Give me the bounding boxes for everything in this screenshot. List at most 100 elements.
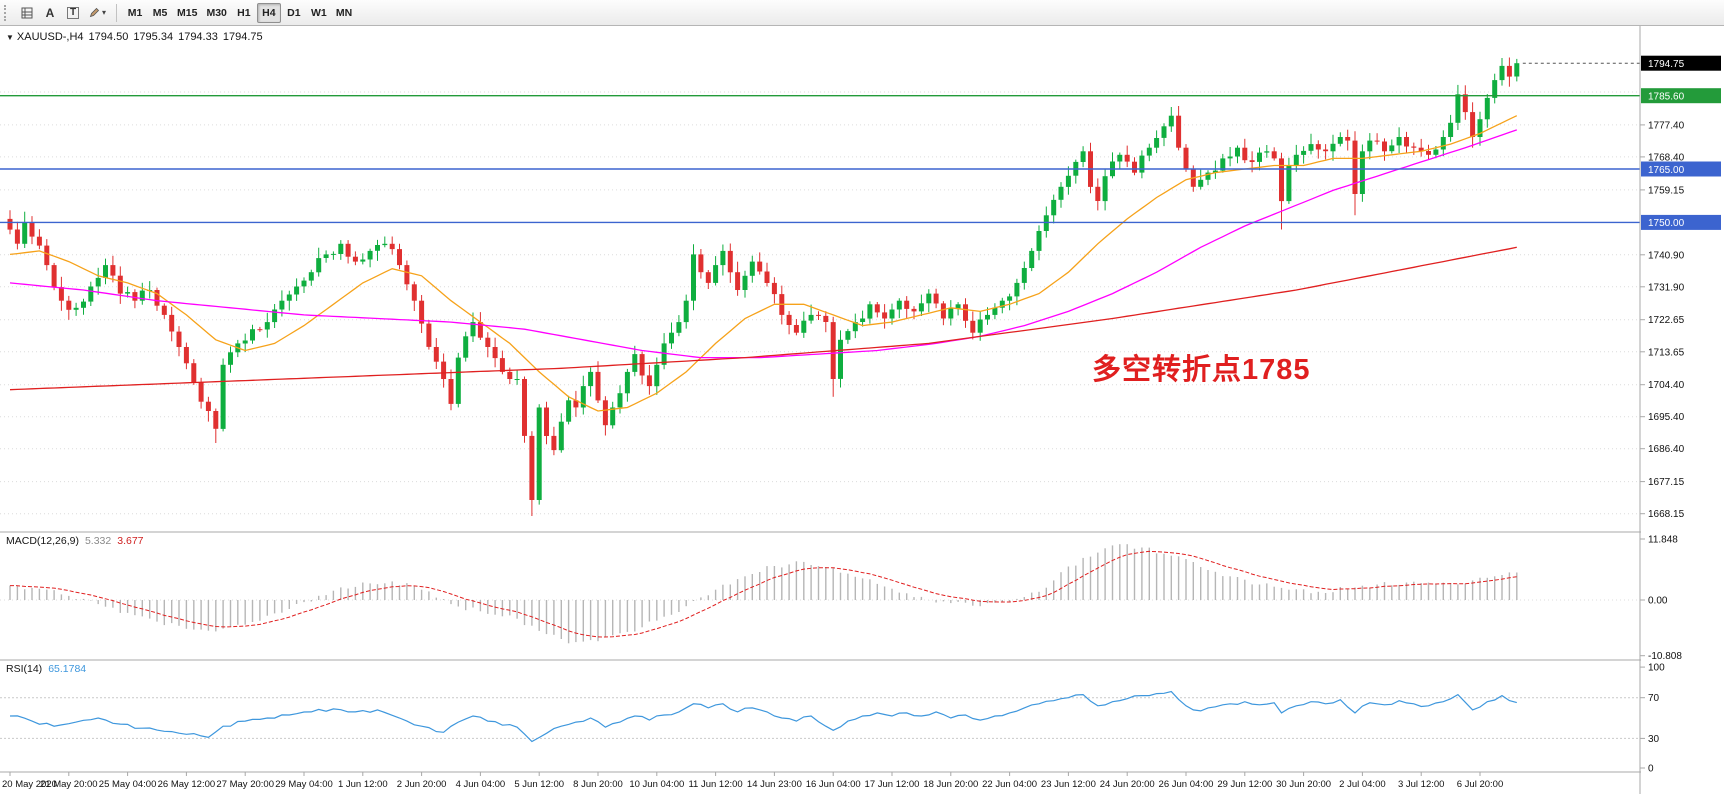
time-tick-label: 3 Jul 12:00	[1398, 779, 1444, 790]
rsi-name: RSI(14)	[6, 663, 43, 675]
rsi-axis-label: 0	[1648, 764, 1654, 775]
price-tick-label: 1704.40	[1648, 380, 1685, 391]
hline-1750-tag-label: 1750.00	[1648, 218, 1685, 229]
time-tick-label: 29 May 04:00	[275, 779, 333, 790]
bid-price-tag-label: 1794.75	[1648, 59, 1685, 70]
time-tick-label: 11 Jun 12:00	[688, 779, 742, 790]
chart-canvas[interactable]: 1777.40 1768.40 1759.15 1740.90 1731.90 1722.…	[0, 26, 1724, 794]
price-tick-label: 1668.15	[1648, 509, 1685, 520]
rsi-indicator-label: RSI(14) 65.1784	[6, 663, 86, 675]
price-tick-label: 1722.65	[1648, 315, 1685, 326]
text-label-button[interactable]: T	[62, 3, 84, 23]
macd-axis-label: 11.848	[1648, 535, 1678, 546]
price-tick-label: 1740.90	[1648, 250, 1685, 261]
time-tick-label: 2 Jun 20:00	[397, 779, 447, 790]
chart-window-button[interactable]	[16, 3, 38, 23]
low-value: 1794.33	[178, 31, 218, 43]
pane-separators	[0, 531, 1724, 773]
price-tick-label: 1686.40	[1648, 444, 1685, 455]
time-tick-label: 1 Jun 12:00	[338, 779, 388, 790]
time-tick-label: 25 May 04:00	[99, 779, 157, 790]
high-value: 1795.34	[133, 31, 174, 43]
time-tick-label: 5 Jun 12:00	[514, 779, 564, 790]
timeframe-m1-button[interactable]: M1	[123, 3, 147, 23]
horizontal-lines	[0, 62, 1640, 224]
hline-1785-tag[interactable]	[1641, 88, 1721, 104]
time-tick-label: 23 Jun 12:00	[1041, 779, 1096, 790]
chart-area: 1777.40 1768.40 1759.15 1740.90 1731.90 1722.…	[0, 26, 1724, 794]
price-tick-label: 1777.40	[1648, 120, 1685, 131]
rsi-axis-label: 30	[1648, 734, 1660, 745]
time-tick-label: 26 Jun 04:00	[1159, 779, 1214, 790]
macd-axis-label: 0.00	[1648, 596, 1668, 607]
macd-indicator-label: MACD(12,26,9) 5.332 3.677	[6, 535, 144, 547]
open-value: 1794.50	[88, 31, 129, 43]
price-tick-label: 1731.90	[1648, 282, 1685, 293]
price-tick-label: 1695.40	[1648, 412, 1685, 423]
time-tick-label: 20 May 2020	[2, 779, 57, 790]
macd-pane	[0, 544, 1640, 644]
time-tick-label: 4 Jun 04:00	[456, 779, 506, 790]
time-tick-label: 10 Jun 04:00	[629, 779, 684, 790]
time-tick-label: 24 Jun 20:00	[1100, 779, 1155, 790]
macd-signal-value: 3.677	[117, 535, 144, 547]
timeframe-w1-button[interactable]: W1	[307, 3, 331, 23]
time-tick-label: 26 May 12:00	[158, 779, 216, 790]
price-gridlines	[0, 91, 1640, 515]
hline-1765-tag[interactable]	[1641, 161, 1721, 177]
time-tick-label: 16 Jun 04:00	[806, 779, 861, 790]
letter-a-icon: A	[45, 5, 55, 20]
pencil-icon	[89, 7, 100, 18]
chevron-down-icon: ▾	[102, 8, 107, 17]
time-tick-label: 8 Jun 20:00	[573, 779, 623, 790]
top-toolbar: A T ▾ M1 M5 M15 M30 H1 H4 D1 W1 MN	[0, 0, 1724, 26]
price-axis: 1777.40 1768.40 1759.15 1740.90 1731.90 1722.…	[1639, 26, 1724, 794]
ma-mid-magenta	[9, 129, 1518, 359]
rsi-pane	[0, 690, 1640, 743]
time-tick-label: 18 Jun 20:00	[923, 779, 978, 790]
timeframe-mn-button[interactable]: MN	[332, 3, 356, 23]
timeframe-m15-button[interactable]: M15	[173, 3, 201, 23]
rsi-line	[9, 690, 1517, 743]
hline-1785-tag-label: 1785.60	[1648, 92, 1685, 103]
hline-1750-tag[interactable]	[1641, 214, 1721, 230]
candlestick-series	[7, 57, 1520, 516]
macd-main-value: 5.332	[84, 535, 112, 547]
macd-name: MACD(12,26,9)	[6, 535, 79, 547]
hline-1765-tag-label: 1765.00	[1648, 165, 1685, 176]
rsi-axis-label: 70	[1648, 693, 1660, 704]
time-tick-label: 2 Jul 04:00	[1339, 779, 1385, 790]
timeframe-d1-button[interactable]: D1	[282, 3, 306, 23]
timeframe-m30-button[interactable]: M30	[202, 3, 230, 23]
price-tick-label: 1768.40	[1648, 152, 1685, 163]
time-tick-label: 29 Jun 12:00	[1217, 779, 1272, 790]
close-value: 1794.75	[222, 31, 263, 43]
time-tick-label: 6 Jul 20:00	[1457, 779, 1503, 790]
timeframe-h1-button[interactable]: H1	[232, 3, 256, 23]
symbol-period-label: XAUUSD-,H4	[16, 31, 84, 43]
price-tick-label: 1759.15	[1648, 185, 1685, 196]
timeframe-m5-button[interactable]: M5	[148, 3, 172, 23]
price-tick-label: 1713.65	[1648, 347, 1685, 358]
ma-fast-orange	[9, 115, 1518, 412]
bid-price-tag[interactable]	[1641, 55, 1721, 71]
timeframe-h4-button[interactable]: H4	[256, 2, 281, 23]
annotation-text: 多空转折点1785	[1092, 354, 1311, 386]
ma-slow-red	[9, 246, 1517, 391]
time-tick-label: 17 Jun 12:00	[865, 779, 920, 790]
macd-signal-line	[9, 550, 1517, 638]
letter-t-icon: T	[66, 6, 80, 19]
time-tick-label: 14 Jun 23:00	[747, 779, 802, 790]
time-tick-label: 27 May 20:00	[216, 779, 274, 790]
drawing-tools-dropdown[interactable]: ▾	[85, 3, 110, 23]
toolbar-separator	[116, 3, 118, 22]
text-annotation-button[interactable]: A	[39, 3, 61, 23]
toolbar-grip[interactable]	[4, 4, 11, 21]
rsi-axis-label: 100	[1648, 663, 1665, 674]
time-tick-label: 21 May 20:00	[40, 779, 98, 790]
time-tick-label: 30 Jun 20:00	[1276, 779, 1331, 790]
chart-grid-icon	[21, 7, 33, 18]
symbol-dropdown-icon[interactable]: ▼	[6, 33, 14, 42]
